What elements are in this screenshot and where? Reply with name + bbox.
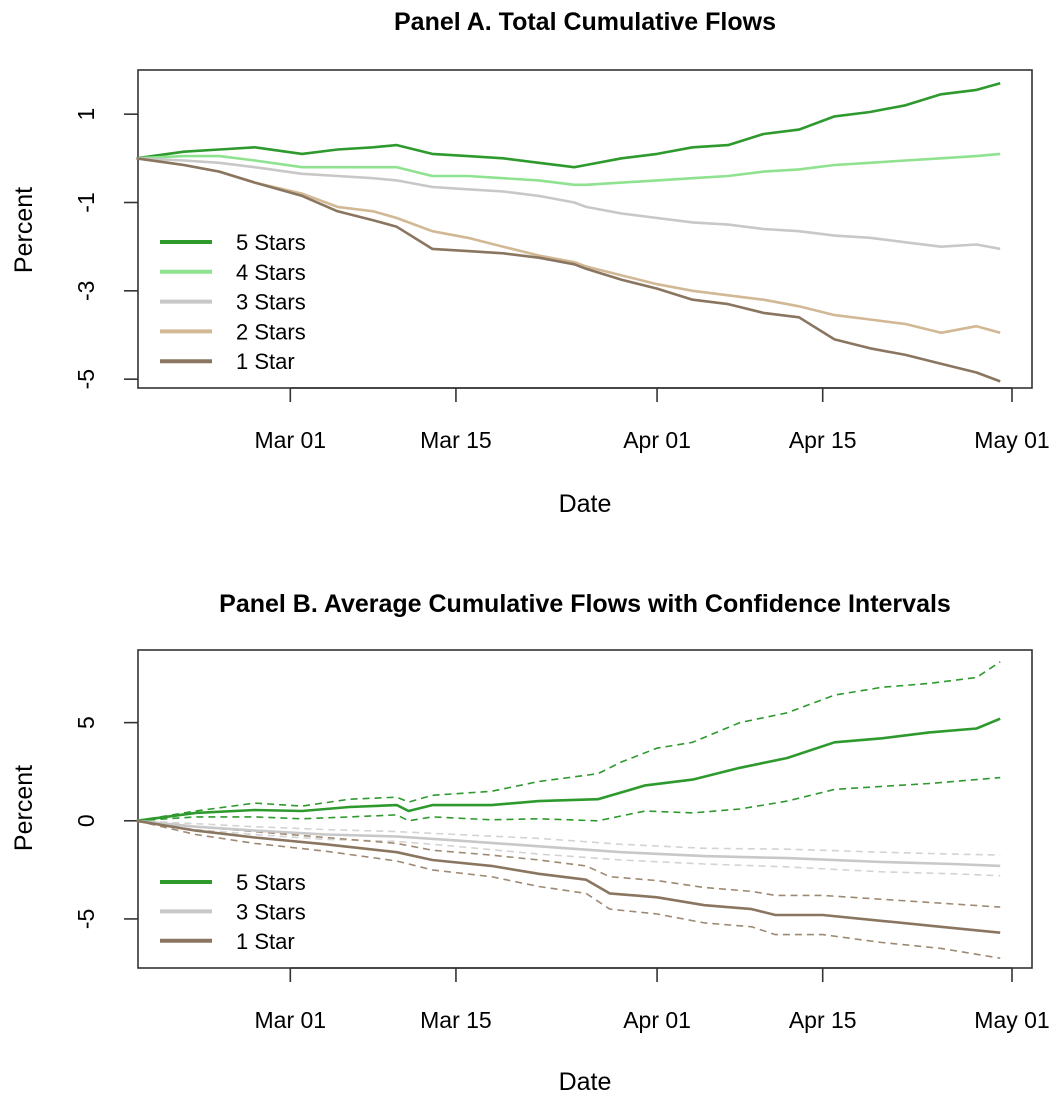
x-tick-label: Mar 15 (420, 427, 492, 453)
x-tick-label: Apr 01 (623, 1007, 691, 1033)
x-tick-label: Apr 15 (789, 427, 857, 453)
series-line-3-stars (136, 819, 1001, 868)
y-tick-label: -3 (73, 281, 99, 301)
legend-label: 4 Stars (236, 260, 306, 285)
x-tick-label: Apr 01 (623, 427, 691, 453)
panel-b-chart: Panel B. Average Cumulative Flows with C… (10, 590, 1050, 1096)
series-line-1-star (136, 819, 1001, 934)
legend-label: 3 Stars (236, 899, 306, 924)
panel-a-y-axis-label: Percent (10, 187, 38, 273)
x-tick-label: May 01 (974, 427, 1049, 453)
legend-label: 3 Stars (236, 290, 306, 315)
legend-label: 1 Star (236, 349, 295, 374)
y-tick-label: -5 (73, 369, 99, 389)
series-line-2-stars (136, 157, 1001, 335)
legend-label: 1 Star (236, 929, 295, 954)
series-line-4-stars (136, 152, 1001, 187)
series-line-3-stars (136, 157, 1001, 251)
confidence-interval-line (136, 820, 1001, 908)
x-tick-label: May 01 (974, 1007, 1049, 1033)
y-tick-label: -1 (73, 192, 99, 212)
confidence-interval-line (136, 776, 1001, 822)
confidence-interval-line (136, 820, 1001, 856)
legend-label: 5 Stars (236, 870, 306, 895)
y-tick-label: 0 (73, 814, 99, 827)
panel-b-title: Panel B. Average Cumulative Flows with C… (219, 590, 951, 618)
legend-label: 5 Stars (236, 230, 306, 255)
series-line-1-star (136, 157, 1001, 383)
x-tick-label: Apr 15 (789, 1007, 857, 1033)
confidence-interval-line (136, 661, 1001, 822)
y-tick-label: -5 (73, 909, 99, 929)
panel-b-x-axis-label: Date (559, 1068, 612, 1096)
series-line-5-stars (136, 82, 1001, 169)
x-tick-label: Mar 01 (255, 1007, 327, 1033)
x-tick-label: Mar 01 (255, 427, 327, 453)
y-tick-label: 1 (73, 108, 99, 121)
panel-a-title: Panel A. Total Cumulative Flows (394, 8, 776, 36)
panel-b-y-axis-label: Percent (10, 765, 38, 851)
panel-a-chart: Panel A. Total Cumulative Flows Date Per… (10, 8, 1050, 518)
panel-a-x-axis-label: Date (559, 490, 612, 518)
series-line-5-stars (136, 717, 1001, 823)
x-tick-label: Mar 15 (420, 1007, 492, 1033)
legend-label: 2 Stars (236, 319, 306, 344)
confidence-interval-line (136, 820, 1001, 959)
confidence-interval-line (136, 820, 1001, 877)
y-tick-label: 5 (73, 716, 99, 729)
